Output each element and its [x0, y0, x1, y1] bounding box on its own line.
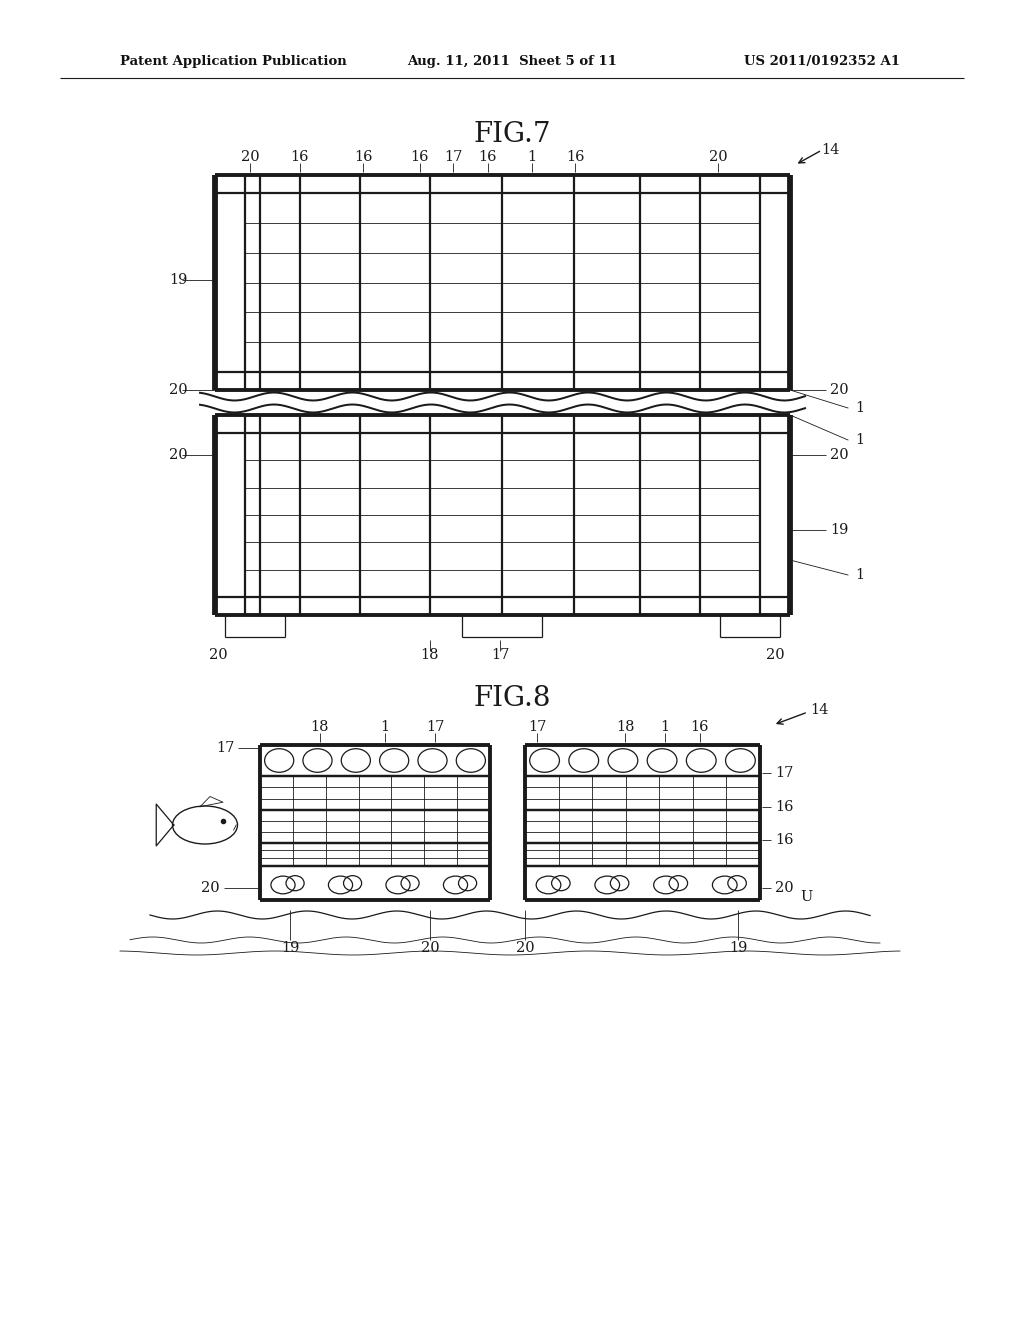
- Text: 16: 16: [479, 150, 498, 164]
- Text: 1: 1: [527, 150, 537, 164]
- Text: 16: 16: [411, 150, 429, 164]
- Text: 16: 16: [353, 150, 373, 164]
- Text: 18: 18: [421, 648, 439, 663]
- Text: 16: 16: [565, 150, 585, 164]
- Text: US 2011/0192352 A1: US 2011/0192352 A1: [744, 55, 900, 69]
- Text: 16: 16: [691, 719, 710, 734]
- Text: 20: 20: [421, 941, 439, 954]
- Text: Patent Application Publication: Patent Application Publication: [120, 55, 347, 69]
- Text: 14: 14: [821, 143, 840, 157]
- Text: 19: 19: [830, 523, 848, 537]
- Text: 17: 17: [527, 719, 546, 734]
- Text: FIG.7: FIG.7: [473, 121, 551, 149]
- Text: 1: 1: [855, 401, 864, 414]
- Text: 20: 20: [202, 880, 220, 895]
- Text: 17: 17: [217, 741, 234, 755]
- Text: 19: 19: [729, 941, 748, 954]
- Text: 1: 1: [660, 719, 670, 734]
- Text: 17: 17: [426, 719, 444, 734]
- Text: 18: 18: [310, 719, 330, 734]
- Text: 17: 17: [443, 150, 462, 164]
- Text: 16: 16: [775, 800, 794, 814]
- Text: 19: 19: [169, 273, 187, 286]
- Text: 20: 20: [169, 447, 187, 462]
- Text: 18: 18: [615, 719, 634, 734]
- Text: 20: 20: [766, 648, 784, 663]
- Text: 20: 20: [830, 447, 849, 462]
- Text: 20: 20: [709, 150, 727, 164]
- Text: 19: 19: [281, 941, 299, 954]
- Text: 20: 20: [775, 880, 794, 895]
- Text: 1: 1: [855, 433, 864, 447]
- Text: 17: 17: [490, 648, 509, 663]
- Text: 17: 17: [775, 766, 794, 780]
- Text: 1: 1: [855, 568, 864, 582]
- Text: 16: 16: [775, 833, 794, 846]
- Text: 20: 20: [169, 383, 187, 397]
- Text: Aug. 11, 2011  Sheet 5 of 11: Aug. 11, 2011 Sheet 5 of 11: [408, 55, 616, 69]
- Text: 20: 20: [830, 383, 849, 397]
- Text: U: U: [800, 890, 812, 904]
- Text: 20: 20: [516, 941, 535, 954]
- Text: 1: 1: [381, 719, 389, 734]
- Text: 20: 20: [241, 150, 259, 164]
- Text: 20: 20: [209, 648, 227, 663]
- Text: FIG.8: FIG.8: [473, 685, 551, 711]
- Text: 14: 14: [810, 704, 828, 717]
- Text: 16: 16: [291, 150, 309, 164]
